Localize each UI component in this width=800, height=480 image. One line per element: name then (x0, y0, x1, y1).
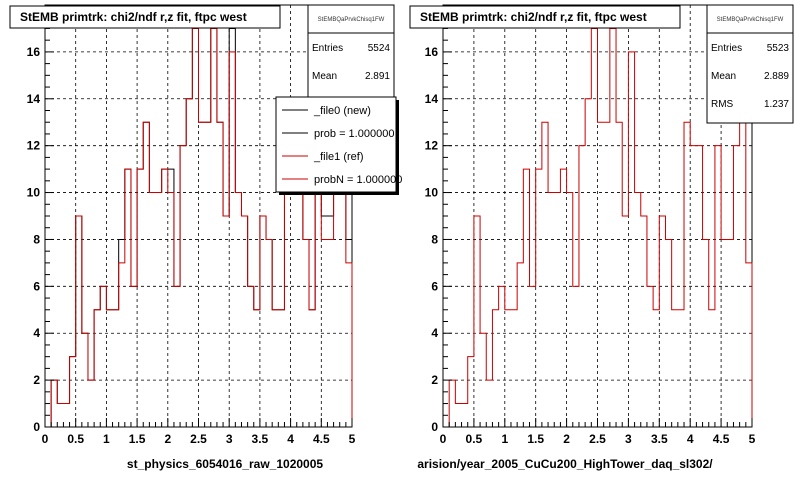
x-tick-label: 1 (501, 432, 508, 446)
x-tick-label: 3 (226, 432, 233, 446)
legend-entry: probN = 1.000000 (314, 174, 402, 186)
stats-entries-value: 5523 (767, 43, 790, 54)
y-tick-label: 16 (27, 45, 41, 59)
y-tick-label: 8 (33, 232, 40, 246)
x-tick-label: 4 (287, 432, 294, 446)
x-tick-label: 1.5 (527, 432, 544, 446)
x-tick-label: 4.5 (313, 432, 330, 446)
x-tick-label: 2 (164, 432, 171, 446)
y-tick-label: 10 (425, 186, 439, 200)
stats-mean-label: Mean (312, 71, 337, 82)
y-tick-label: 8 (431, 232, 438, 246)
histogram-panel-2: 0 0.5 1 1.5 2 2.5 3 3.5 4 4.5 5 0 2 4 6 8 10 12 14 16 arisio… (409, 4, 794, 471)
y-tick-label: 14 (27, 92, 41, 106)
chart-title: StEMB primtrk: chi2/ndf r,z fit, ftpc we… (420, 10, 647, 24)
x-tick-label: 2 (563, 432, 570, 446)
stats-mean-value: 2.891 (365, 71, 390, 82)
legend-box (275, 96, 397, 193)
y-tick-label: 10 (27, 186, 41, 200)
x-tick-label: 5 (349, 432, 356, 446)
x-tick-label: 0.5 (67, 432, 84, 446)
y-tick-label: 12 (27, 139, 41, 153)
stats-rms-label: RMS (711, 99, 734, 110)
x-tick-label: 0 (440, 432, 447, 446)
legend-entry: prob = 1.000000 (314, 128, 394, 140)
x-tick-label: 1 (103, 432, 110, 446)
x-tick-label: 2.5 (190, 432, 207, 446)
y-tick-label: 4 (431, 326, 438, 340)
chart-title: StEMB primtrk: chi2/ndf r,z fit, ftpc we… (20, 10, 247, 24)
stats-header: StEMBQaPrvkChisq1FW (318, 17, 385, 23)
x-tick-label: 3.5 (651, 432, 668, 446)
y-tick-label: 2 (33, 373, 40, 387)
stats-mean-label: Mean (711, 71, 736, 82)
y-tick-label: 0 (33, 420, 40, 434)
y-tick-label: 14 (425, 92, 439, 106)
x-tick-label: 3 (625, 432, 632, 446)
legend-entry: _file0 (new) (313, 105, 371, 117)
x-tick-label: 4 (687, 432, 694, 446)
stats-entries-label: Entries (312, 43, 343, 54)
x-tick-label: 4.5 (713, 432, 730, 446)
y-tick-label: 4 (33, 326, 40, 340)
y-tick-label: 6 (33, 279, 40, 293)
stats-rms-value: 1.237 (764, 99, 789, 110)
title-box (409, 5, 681, 29)
y-tick-label: 12 (425, 139, 439, 153)
x-tick-label: 0.5 (466, 432, 483, 446)
x-axis-label: arision/year_2005_CuCu200_HighTower_daq_… (417, 457, 713, 471)
title-box (9, 5, 281, 29)
stats-entries-label: Entries (711, 43, 742, 54)
histogram-panel-1: 0 0.5 1 1.5 2 2.5 3 3.5 4 4.5 5 0 2 4 6 8 10 12 14 16 st_phy… (9, 4, 402, 471)
y-tick-label: 16 (425, 45, 439, 59)
x-tick-label: 3.5 (252, 432, 269, 446)
y-tick-label: 6 (431, 279, 438, 293)
x-tick-label: 2.5 (589, 432, 606, 446)
histogram-series-1 (443, 27, 753, 428)
x-axis-label: st_physics_6054016_raw_1020005 (127, 457, 323, 471)
x-tick-label: 0 (42, 432, 49, 446)
stats-mean-value: 2.889 (764, 71, 789, 82)
y-tick-label: 2 (431, 373, 438, 387)
stats-header: StEMBQaPrvkChisq1FW (717, 17, 784, 23)
stats-box (706, 4, 794, 124)
stats-entries-value: 5524 (368, 43, 391, 54)
x-tick-label: 5 (749, 432, 756, 446)
x-tick-label: 1.5 (129, 432, 146, 446)
legend-entry: _file1 (ref) (313, 151, 364, 163)
y-tick-label: 0 (431, 420, 438, 434)
